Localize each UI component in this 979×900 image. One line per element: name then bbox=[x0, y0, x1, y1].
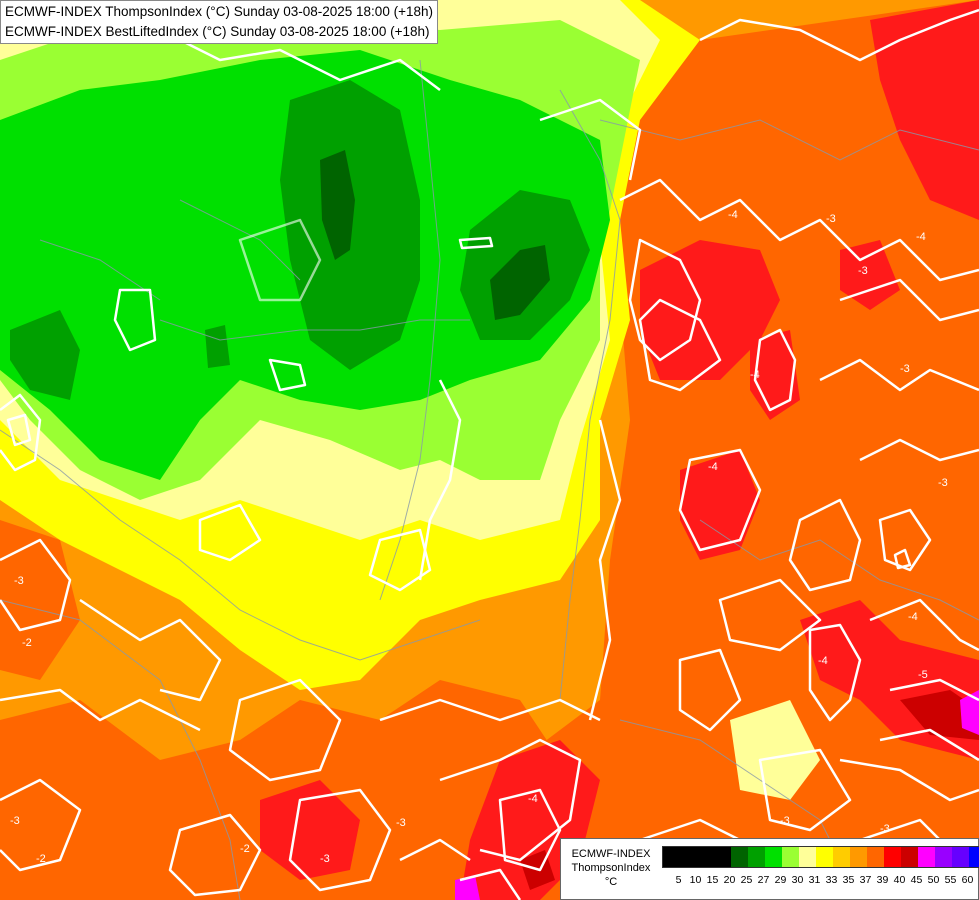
contour-label: -4 bbox=[728, 209, 738, 221]
legend-tick-label: 55 bbox=[944, 874, 957, 886]
contour-label: -4 bbox=[528, 793, 538, 805]
legend-swatch bbox=[969, 847, 979, 867]
contour-label: -3 bbox=[858, 265, 868, 277]
contour-label: -3 bbox=[826, 213, 836, 225]
legend-tick-label: 50 bbox=[927, 874, 940, 886]
title-line-best-lifted-index: ECMWF-INDEX BestLiftedIndex (°C) Sunday … bbox=[5, 24, 430, 39]
contour-label: -2 bbox=[22, 637, 32, 649]
legend-tick-label: 60 bbox=[961, 874, 974, 886]
legend-swatch bbox=[714, 847, 731, 867]
lifted-index-contours bbox=[0, 8, 979, 900]
legend-tick-label: 37 bbox=[859, 874, 872, 886]
contour-label: -3 bbox=[396, 817, 406, 829]
contour-label: -4 bbox=[908, 611, 918, 623]
legend-tick-label: 39 bbox=[876, 874, 889, 886]
legend-tick-label: 25 bbox=[740, 874, 753, 886]
color-legend: ECMWF-INDEX ThompsonIndex °C 5 10 15 20 25 27… bbox=[560, 838, 979, 900]
legend-label: ECMWF-INDEX ThompsonIndex °C bbox=[565, 847, 657, 889]
legend-tick-label: 45 bbox=[910, 874, 923, 886]
legend-tick-label: 5 bbox=[675, 874, 682, 886]
map-title: ECMWF-INDEX ThompsonIndex (°C) Sunday 03… bbox=[0, 0, 438, 44]
legend-tick-label: 33 bbox=[825, 874, 838, 886]
legend-swatch bbox=[884, 847, 901, 867]
contour-label: -3 bbox=[10, 815, 20, 827]
legend-swatch bbox=[663, 847, 680, 867]
legend-swatch bbox=[799, 847, 816, 867]
legend-swatch bbox=[765, 847, 782, 867]
contour-label: -4 bbox=[750, 369, 760, 381]
legend-swatch bbox=[935, 847, 952, 867]
legend-tick-label: 20 bbox=[723, 874, 736, 886]
legend-color-scale bbox=[662, 846, 979, 868]
legend-swatch bbox=[850, 847, 867, 867]
title-line-thompson-index: ECMWF-INDEX ThompsonIndex (°C) Sunday 03… bbox=[5, 4, 433, 19]
contour-label: -2 bbox=[36, 853, 46, 865]
contour-label: -5 bbox=[918, 669, 928, 681]
contour-label: -3 bbox=[320, 853, 330, 865]
legend-unit: °C bbox=[604, 876, 618, 888]
legend-swatch bbox=[816, 847, 833, 867]
legend-tick-label: 40 bbox=[893, 874, 906, 886]
legend-field-name: ThompsonIndex bbox=[571, 862, 651, 874]
contour-label: -4 bbox=[818, 655, 828, 667]
contour-label: -4 bbox=[916, 231, 926, 243]
legend-model-name: ECMWF-INDEX bbox=[571, 848, 651, 860]
contour-label-group: -4 -3 -3 -3 -2 -4 -4 -3 -4 -5 -4 -4 -3 -… bbox=[10, 209, 948, 865]
legend-swatch bbox=[680, 847, 697, 867]
legend-swatch bbox=[697, 847, 714, 867]
legend-swatch bbox=[901, 847, 918, 867]
legend-tick-label: 29 bbox=[774, 874, 787, 886]
legend-tick-labels: 5 10 15 20 25 27 29 30 31 33 35 37 39 40 45 50 55 60 bbox=[662, 874, 976, 886]
contour-label: -3 bbox=[900, 363, 910, 375]
legend-tick-label: 31 bbox=[808, 874, 821, 886]
contour-label: -4 bbox=[708, 461, 718, 473]
contour-label: -3 bbox=[780, 815, 790, 827]
legend-swatch bbox=[782, 847, 799, 867]
legend-tick-label: 10 bbox=[689, 874, 702, 886]
legend-swatch bbox=[867, 847, 884, 867]
legend-swatch bbox=[731, 847, 748, 867]
contour-label: -2 bbox=[240, 843, 250, 855]
legend-swatch bbox=[918, 847, 935, 867]
legend-tick-label: 27 bbox=[757, 874, 770, 886]
contour-label: -3 bbox=[938, 477, 948, 489]
legend-tick-label: 15 bbox=[706, 874, 719, 886]
contour-label: -3 bbox=[14, 575, 24, 587]
contour-label: -3 bbox=[880, 823, 890, 835]
legend-swatch bbox=[748, 847, 765, 867]
legend-swatch bbox=[952, 847, 969, 867]
legend-tick-label: 35 bbox=[842, 874, 855, 886]
dark-green-areas bbox=[320, 150, 550, 320]
legend-tick-label: 30 bbox=[791, 874, 804, 886]
legend-swatch bbox=[833, 847, 850, 867]
